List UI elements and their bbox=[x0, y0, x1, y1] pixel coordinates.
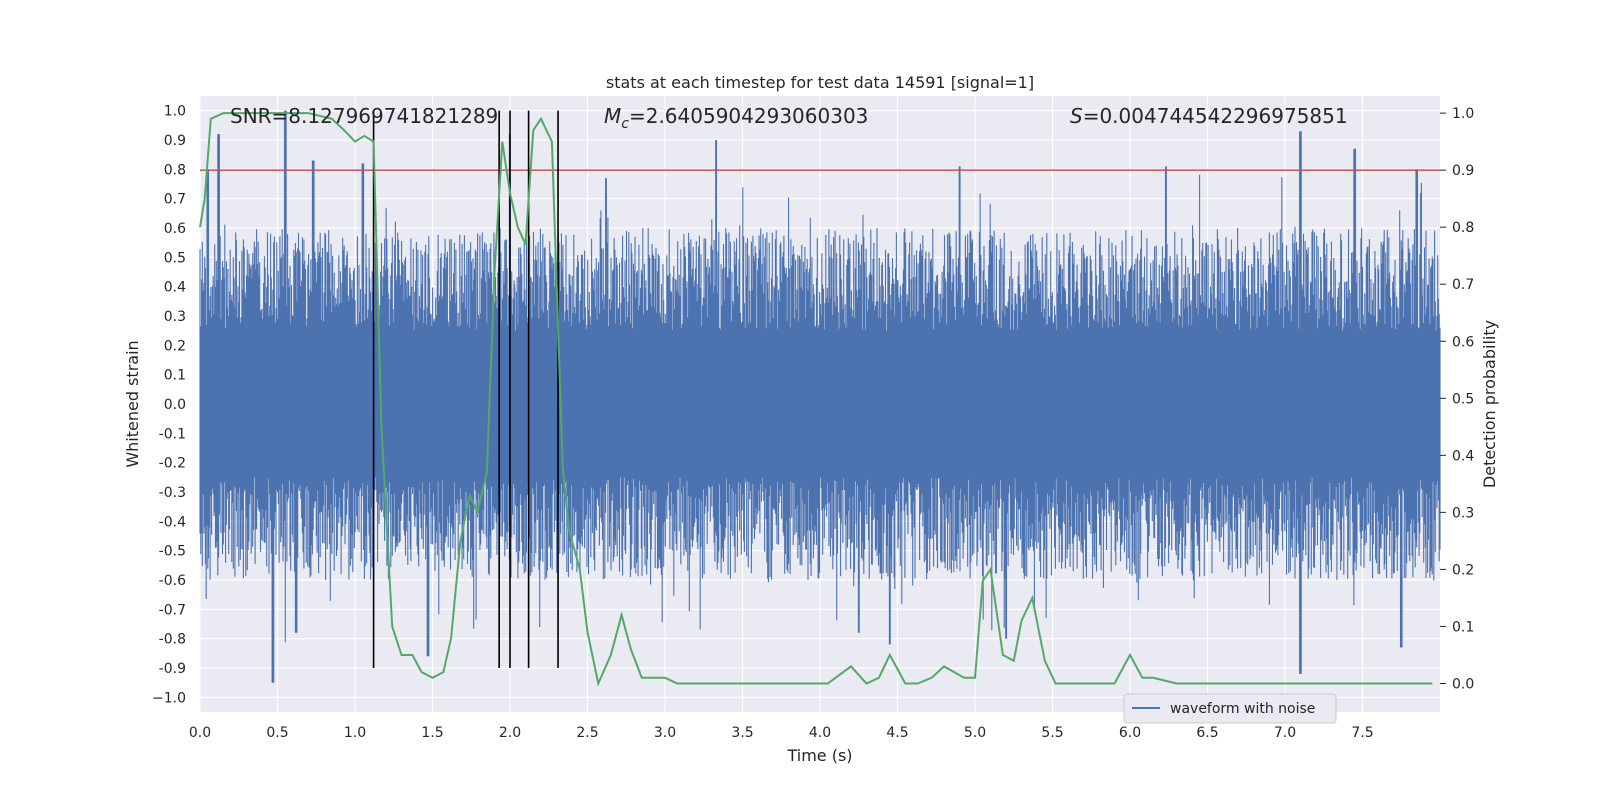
y-tick-label: 0.7 bbox=[164, 192, 186, 208]
x-tick-label: 1.0 bbox=[344, 725, 366, 741]
x-tick-label: 0.5 bbox=[266, 725, 288, 741]
probability-series-group bbox=[199, 112, 1433, 687]
legend: waveform with noise bbox=[1123, 693, 1337, 724]
y2-tick-label: 0.3 bbox=[1452, 505, 1474, 521]
x-tick-label: 3.0 bbox=[654, 725, 676, 741]
y-tick-label: 1.0 bbox=[164, 104, 186, 120]
y-tick-label: -0.2 bbox=[159, 456, 186, 472]
y2-tick-label: 0.8 bbox=[1452, 220, 1474, 236]
y2-tick-label: 0.5 bbox=[1452, 391, 1474, 407]
x-tick-label: 4.0 bbox=[809, 725, 831, 741]
waveform-line bbox=[199, 110, 1441, 683]
y-tick-label: 0.8 bbox=[164, 162, 186, 178]
x-axis-label: Time (s) bbox=[786, 746, 852, 765]
x-tick-label: 4.5 bbox=[886, 725, 908, 741]
legend-box bbox=[1123, 693, 1337, 724]
y-axis-ticks: 1.0 0.9 0.8 0.7 0.6 0.5 0.4 0.3 0.2 0.1 0.0 -0.1 -0.… bbox=[152, 104, 186, 707]
y-tick-label: 0.2 bbox=[164, 338, 186, 354]
y-tick-label: -0.4 bbox=[159, 514, 186, 530]
s-value: =0.004744542296975851 bbox=[1083, 104, 1348, 128]
y-tick-label: 0.3 bbox=[164, 309, 186, 325]
y-tick-label: −1.0 bbox=[152, 690, 186, 706]
y2-tick-label: 0.7 bbox=[1452, 277, 1474, 293]
legend-label: waveform with noise bbox=[1170, 701, 1315, 717]
y-tick-label: 0.5 bbox=[164, 250, 186, 266]
x-tick-label: 7.5 bbox=[1351, 725, 1373, 741]
y-tick-label: -0.6 bbox=[159, 573, 186, 589]
x-tick-label: 2.5 bbox=[576, 725, 598, 741]
y2-tick-label: 0.4 bbox=[1452, 448, 1474, 464]
y-tick-label: 0.0 bbox=[164, 397, 186, 413]
y2-tick-label: 0.0 bbox=[1452, 676, 1474, 692]
y-tick-label: -0.5 bbox=[159, 544, 186, 560]
x-tick-label: 5.0 bbox=[964, 725, 986, 741]
snr-annotation: SNR=8.127969741821289 bbox=[230, 104, 498, 128]
y2-tick-label: 0.9 bbox=[1452, 163, 1474, 179]
y-tick-label: -0.9 bbox=[159, 661, 186, 677]
waveform-series bbox=[199, 110, 1441, 683]
x-tick-label: 6.5 bbox=[1196, 725, 1218, 741]
x-tick-label: 2.0 bbox=[499, 725, 521, 741]
y-tick-label: -0.1 bbox=[159, 426, 186, 442]
y2-tick-label: 0.1 bbox=[1452, 619, 1474, 635]
y2-tick-label: 0.2 bbox=[1452, 562, 1474, 578]
y-tick-label: 0.1 bbox=[164, 368, 186, 384]
y2-tick-label: 0.6 bbox=[1452, 334, 1474, 350]
y2-tick-label: 1.0 bbox=[1452, 106, 1474, 122]
mc-annotation: Mc=2.6405904293060303 bbox=[604, 104, 868, 132]
s-symbol: S bbox=[1070, 104, 1083, 128]
y-tick-label: -0.8 bbox=[159, 632, 186, 648]
mc-symbol: M bbox=[604, 104, 621, 128]
x-tick-label: 0.0 bbox=[189, 725, 211, 741]
y2-axis-label: Detection probability bbox=[1480, 320, 1499, 488]
y-tick-label: 0.9 bbox=[164, 133, 186, 149]
y-axis-label: Whitened strain bbox=[123, 340, 142, 467]
y-tick-label: -0.7 bbox=[159, 602, 186, 618]
y-tick-label: 0.4 bbox=[164, 280, 186, 296]
x-axis-ticks: 0.0 0.5 1.0 1.5 2.0 2.5 3.0 3.5 4.0 4.5 5.0 5.5 6.0 6… bbox=[189, 725, 1374, 741]
mc-value: =2.6405904293060303 bbox=[629, 104, 868, 128]
probability-line bbox=[199, 112, 1433, 687]
x-tick-label: 5.5 bbox=[1041, 725, 1063, 741]
x-tick-label: 1.5 bbox=[421, 725, 443, 741]
x-tick-label: 3.5 bbox=[731, 725, 753, 741]
s-annotation: S=0.004744542296975851 bbox=[1070, 104, 1348, 128]
y2-axis-ticks: 1.0 0.9 0.8 0.7 0.6 0.5 0.4 0.3 0.2 0.1 0.0 bbox=[1440, 106, 1474, 692]
y-tick-label: -0.3 bbox=[159, 485, 186, 501]
x-tick-label: 7.0 bbox=[1274, 725, 1296, 741]
chart-title: stats at each timestep for test data 145… bbox=[606, 73, 1034, 92]
y-tick-label: 0.6 bbox=[164, 221, 186, 237]
mc-subscript: c bbox=[621, 116, 629, 132]
x-tick-label: 6.0 bbox=[1119, 725, 1141, 741]
